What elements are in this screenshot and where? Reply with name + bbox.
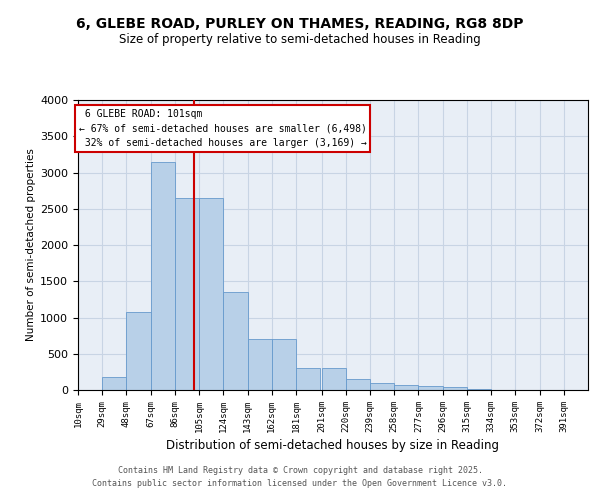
Bar: [394, 385, 418, 390]
Bar: [346, 379, 370, 390]
Text: 6 GLEBE ROAD: 101sqm
← 67% of semi-detached houses are smaller (6,498)
 32% of s: 6 GLEBE ROAD: 101sqm ← 67% of semi-detac…: [79, 108, 367, 148]
X-axis label: Distribution of semi-detached houses by size in Reading: Distribution of semi-detached houses by …: [167, 439, 499, 452]
Bar: [102, 378, 127, 390]
Bar: [322, 368, 346, 390]
Text: Contains HM Land Registry data © Crown copyright and database right 2025.
Contai: Contains HM Land Registry data © Crown c…: [92, 466, 508, 487]
Bar: [272, 339, 296, 390]
Text: Size of property relative to semi-detached houses in Reading: Size of property relative to semi-detach…: [119, 32, 481, 46]
Bar: [370, 383, 394, 390]
Bar: [199, 198, 223, 390]
Y-axis label: Number of semi-detached properties: Number of semi-detached properties: [26, 148, 36, 342]
Bar: [223, 292, 248, 390]
Bar: [175, 198, 199, 390]
Bar: [151, 162, 175, 390]
Bar: [296, 368, 320, 390]
Bar: [127, 312, 151, 390]
Bar: [443, 388, 467, 390]
Bar: [248, 339, 272, 390]
Bar: [418, 386, 443, 390]
Text: 6, GLEBE ROAD, PURLEY ON THAMES, READING, RG8 8DP: 6, GLEBE ROAD, PURLEY ON THAMES, READING…: [76, 18, 524, 32]
